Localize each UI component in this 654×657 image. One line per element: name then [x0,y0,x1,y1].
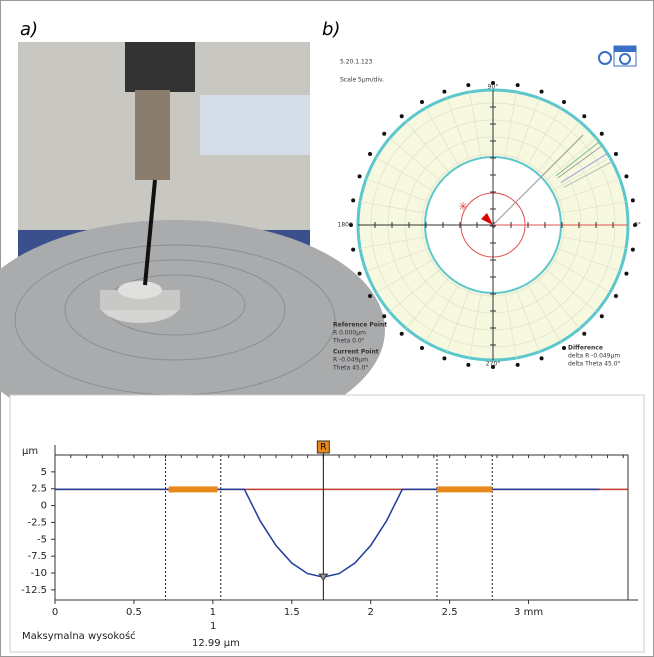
highlight [437,486,493,493]
current-arrow [481,213,493,225]
polar-marker [633,223,637,227]
angle-label: 90° [488,84,499,91]
info: Theta 45.0° [332,365,368,372]
polar-marker [382,131,387,136]
polar-marker [357,174,362,179]
polar-marker [630,198,635,203]
info-title: Difference [568,345,603,352]
panel-label: b) [322,19,340,40]
polar-marker [399,331,404,336]
y-tick-label: -7.5 [27,551,47,562]
info-title: Current Point [333,349,379,356]
info: delta R -0.049µm [568,353,620,360]
x-tick-label: 2 [368,607,374,618]
y-tick-label: 0 [41,501,47,512]
icon [598,45,637,67]
polar-marker [491,365,495,369]
polar-marker [442,356,447,361]
polar-marker [466,83,471,88]
y-tick-label: -5 [37,534,47,545]
cursor-point [318,573,329,581]
x-tick-label: 0 [52,607,58,618]
probe-line [563,161,613,188]
polar-marker [582,331,587,336]
cursor-label: R [320,443,326,453]
y-tick-label: -12.5 [21,585,47,596]
polar-marker [420,100,424,105]
photo [0,42,385,440]
probe-line [560,153,608,184]
polar-marker [399,114,404,119]
polar-marker [562,100,566,105]
y-tick-label: 2.5 [31,484,47,495]
polar-marker [599,131,604,136]
version: 5.20.1.123 [340,59,373,66]
polar-marker [349,223,353,227]
polar-marker [442,89,447,94]
polar-marker [382,314,387,319]
info: delta Theta 45.0° [568,361,621,368]
cursor-box [316,440,330,454]
x-tick-label: 3 mm [514,607,543,618]
highlight [168,486,218,493]
polar-marker [613,152,618,156]
scale: Scale 5µm/div. [340,77,384,84]
star: ✳ [458,200,468,214]
angle-label: 270° [486,361,500,368]
polar-marker [630,247,635,252]
probe-line [555,141,600,177]
result-label: Maksymalna wysokość [22,630,136,642]
y-axis-label: µm [22,446,38,457]
polar-marker [491,81,495,85]
polar-marker [562,345,566,350]
polar-marker [351,198,356,203]
info: R 0.000µm [333,330,366,337]
polar-marker [539,89,544,94]
y-tick-label: -10 [31,568,47,579]
angle-label: 0° [634,222,641,229]
polar-marker [368,294,373,298]
x-tick-label: 0.5 [126,607,142,618]
x-tick-label: 1 [210,607,216,618]
profile-chart: µm5 2.5 0 -2.5 -5 -7.5 -10 -12.5 0 0.5 1 1.5 2 2.5 3 m… [21,440,638,649]
polar-marker [582,114,587,119]
chart-frame [9,394,645,653]
panel-label: a) [20,19,38,40]
info-title: Reference Point [333,322,387,329]
polar-marker [515,83,520,88]
polar-plot: ✳ [349,81,637,369]
y-tick-label: 5 [41,467,47,478]
probe-line [557,145,603,179]
polar-marker [515,362,520,367]
plot-area [54,454,629,601]
polar-marker [624,174,629,179]
result-index: 1 [210,621,216,632]
x-tick-label: 2.5 [442,607,458,618]
angle-label: 180° [338,222,352,229]
polar-marker [599,314,604,319]
polar-marker [357,271,362,276]
result-value: 12.99 µm [192,638,240,649]
polar-marker [466,362,471,367]
current-line [492,134,584,226]
x-tick-label: 1.5 [284,607,300,618]
polar-marker [351,247,356,252]
y-tick-label: -2.5 [27,517,47,528]
polar-marker [420,345,424,350]
info: Theta 0.0° [332,338,365,345]
info: R -0.049µm [333,357,368,364]
polar-marker [539,356,544,361]
polar-marker [613,294,618,298]
polar-marker [368,152,373,156]
polar-marker [624,271,629,276]
